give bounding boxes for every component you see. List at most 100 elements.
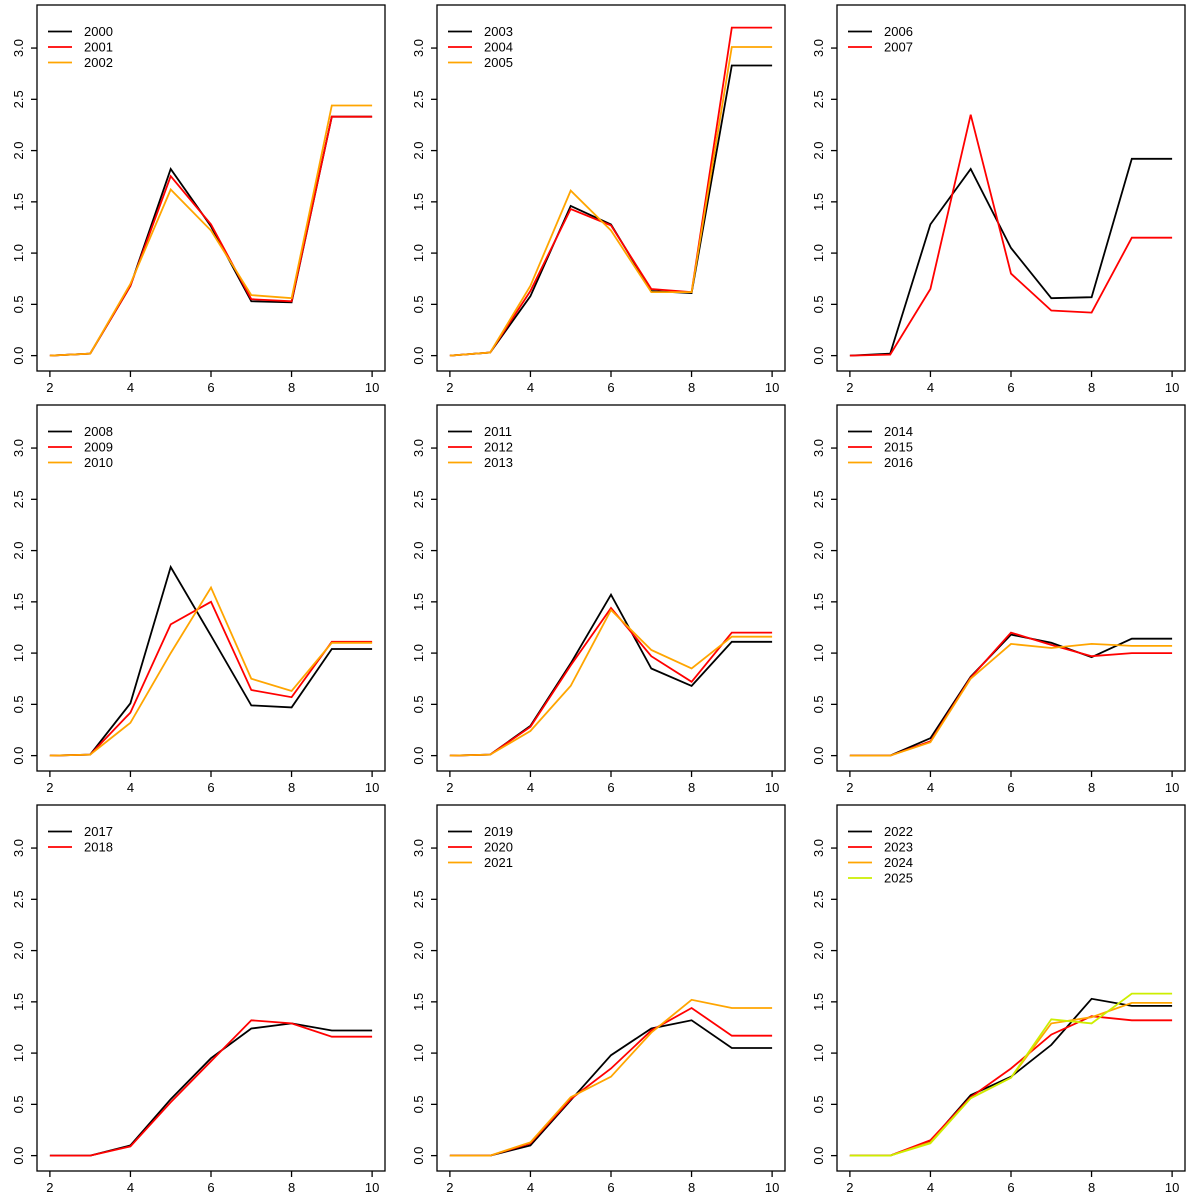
series-line-2024 <box>849 1001 1173 1157</box>
series-line-2007 <box>849 114 1173 357</box>
x-tick-label: 8 <box>688 780 695 795</box>
legend-label-2005: 2005 <box>484 55 513 70</box>
y-tick-label: 3.0 <box>811 839 826 857</box>
x-tick-label: 4 <box>927 380 934 395</box>
y-tick-label: 0.0 <box>411 347 426 365</box>
x-tick-label: 10 <box>365 380 379 395</box>
series-line-2008 <box>49 564 373 757</box>
y-tick-label: 1.0 <box>11 1044 26 1062</box>
y-tick-label: 0.0 <box>411 747 426 765</box>
x-tick-label: 4 <box>527 380 534 395</box>
y-tick-label: 1.5 <box>11 993 26 1011</box>
y-tick-label: 1.5 <box>11 593 26 611</box>
legend-label-2015: 2015 <box>884 440 913 455</box>
legend-label-2017: 2017 <box>84 824 113 839</box>
y-tick-label: 2.5 <box>811 90 826 108</box>
x-tick-label: 8 <box>1088 1180 1095 1195</box>
x-tick-label: 2 <box>46 1180 53 1195</box>
legend-label-2023: 2023 <box>884 840 913 855</box>
legend-label-2019: 2019 <box>484 824 513 839</box>
y-tick-label: 2.5 <box>411 90 426 108</box>
y-tick-label: 0.5 <box>411 1095 426 1113</box>
series-line-2017 <box>49 1022 373 1157</box>
series-line-2006 <box>849 157 1173 357</box>
y-tick-label: 0.5 <box>11 295 26 313</box>
x-tick-label: 6 <box>1007 780 1014 795</box>
y-tick-label: 2.5 <box>811 890 826 908</box>
x-tick-label: 6 <box>607 1180 614 1195</box>
y-tick-label: 0.0 <box>11 747 26 765</box>
y-tick-label: 1.5 <box>411 193 426 211</box>
series-line-2021 <box>449 998 773 1157</box>
x-tick-label: 4 <box>927 1180 934 1195</box>
y-tick-label: 2.5 <box>811 490 826 508</box>
x-tick-label: 8 <box>288 780 295 795</box>
y-tick-label: 0.5 <box>811 295 826 313</box>
y-tick-label: 3.0 <box>11 839 26 857</box>
x-tick-label: 4 <box>527 780 534 795</box>
y-tick-label: 2.0 <box>411 942 426 960</box>
chart-panel-2008-2010: 2 4 6 8 10 0.0 0.5 1.0 1.5 2.0 2.5 3.0 2008 2009 2010 <box>0 400 400 800</box>
legend-label-2006: 2006 <box>884 24 913 39</box>
y-tick-label: 1.5 <box>11 193 26 211</box>
chart-panel-2003-2005: 2 4 6 8 10 0.0 0.5 1.0 1.5 2.0 2.5 3.0 2003 2004 2005 <box>400 0 800 400</box>
series-line-2005 <box>449 46 773 357</box>
y-tick-label: 0.5 <box>411 295 426 313</box>
x-tick-label: 8 <box>1088 780 1095 795</box>
y-tick-label: 2.0 <box>411 142 426 160</box>
series-line-2003 <box>449 64 773 357</box>
series-line-2015 <box>849 631 1173 757</box>
x-tick-label: 2 <box>846 780 853 795</box>
plot-box <box>836 4 1186 372</box>
series-line-2018 <box>49 1019 373 1157</box>
x-tick-label: 4 <box>527 1180 534 1195</box>
legend-label-2004: 2004 <box>484 40 513 55</box>
y-tick-label: 0.0 <box>811 347 826 365</box>
y-tick-label: 3.0 <box>811 39 826 57</box>
y-tick-label: 2.5 <box>11 890 26 908</box>
legend-label-2014: 2014 <box>884 424 913 439</box>
legend-label-2011: 2011 <box>484 424 512 439</box>
legend-label-2010: 2010 <box>84 455 113 470</box>
legend-label-2020: 2020 <box>484 840 513 855</box>
y-tick-label: 1.0 <box>811 1044 826 1062</box>
legend-label-2002: 2002 <box>84 55 113 70</box>
x-tick-label: 10 <box>1165 1180 1179 1195</box>
x-tick-label: 8 <box>288 1180 295 1195</box>
x-tick-label: 2 <box>846 380 853 395</box>
x-tick-label: 4 <box>127 780 134 795</box>
plot-box <box>36 804 386 1172</box>
y-tick-label: 1.0 <box>411 244 426 262</box>
x-tick-label: 6 <box>607 780 614 795</box>
x-tick-label: 8 <box>688 380 695 395</box>
series-line-2023 <box>849 1015 1173 1157</box>
x-tick-label: 6 <box>1007 1180 1014 1195</box>
series-line-2010 <box>49 585 373 757</box>
x-tick-label: 2 <box>446 1180 453 1195</box>
x-tick-label: 2 <box>46 780 53 795</box>
series-line-2025 <box>849 992 1173 1157</box>
x-tick-label: 8 <box>1088 380 1095 395</box>
y-tick-label: 2.5 <box>411 890 426 908</box>
y-tick-label: 0.5 <box>811 1095 826 1113</box>
x-tick-label: 6 <box>207 380 214 395</box>
y-tick-label: 2.0 <box>11 942 26 960</box>
legend-label-2022: 2022 <box>884 824 913 839</box>
y-tick-label: 2.5 <box>411 490 426 508</box>
y-tick-label: 3.0 <box>11 439 26 457</box>
x-tick-label: 8 <box>688 1180 695 1195</box>
x-tick-label: 10 <box>765 380 779 395</box>
y-tick-label: 2.0 <box>811 942 826 960</box>
x-tick-label: 6 <box>207 1180 214 1195</box>
y-tick-label: 1.0 <box>811 244 826 262</box>
y-tick-label: 3.0 <box>11 39 26 57</box>
legend-label-2000: 2000 <box>84 24 113 39</box>
chart-panel-2017-2018: 2 4 6 8 10 0.0 0.5 1.0 1.5 2.0 2.5 3.0 2017 2018 <box>0 800 400 1200</box>
x-tick-label: 10 <box>1165 780 1179 795</box>
